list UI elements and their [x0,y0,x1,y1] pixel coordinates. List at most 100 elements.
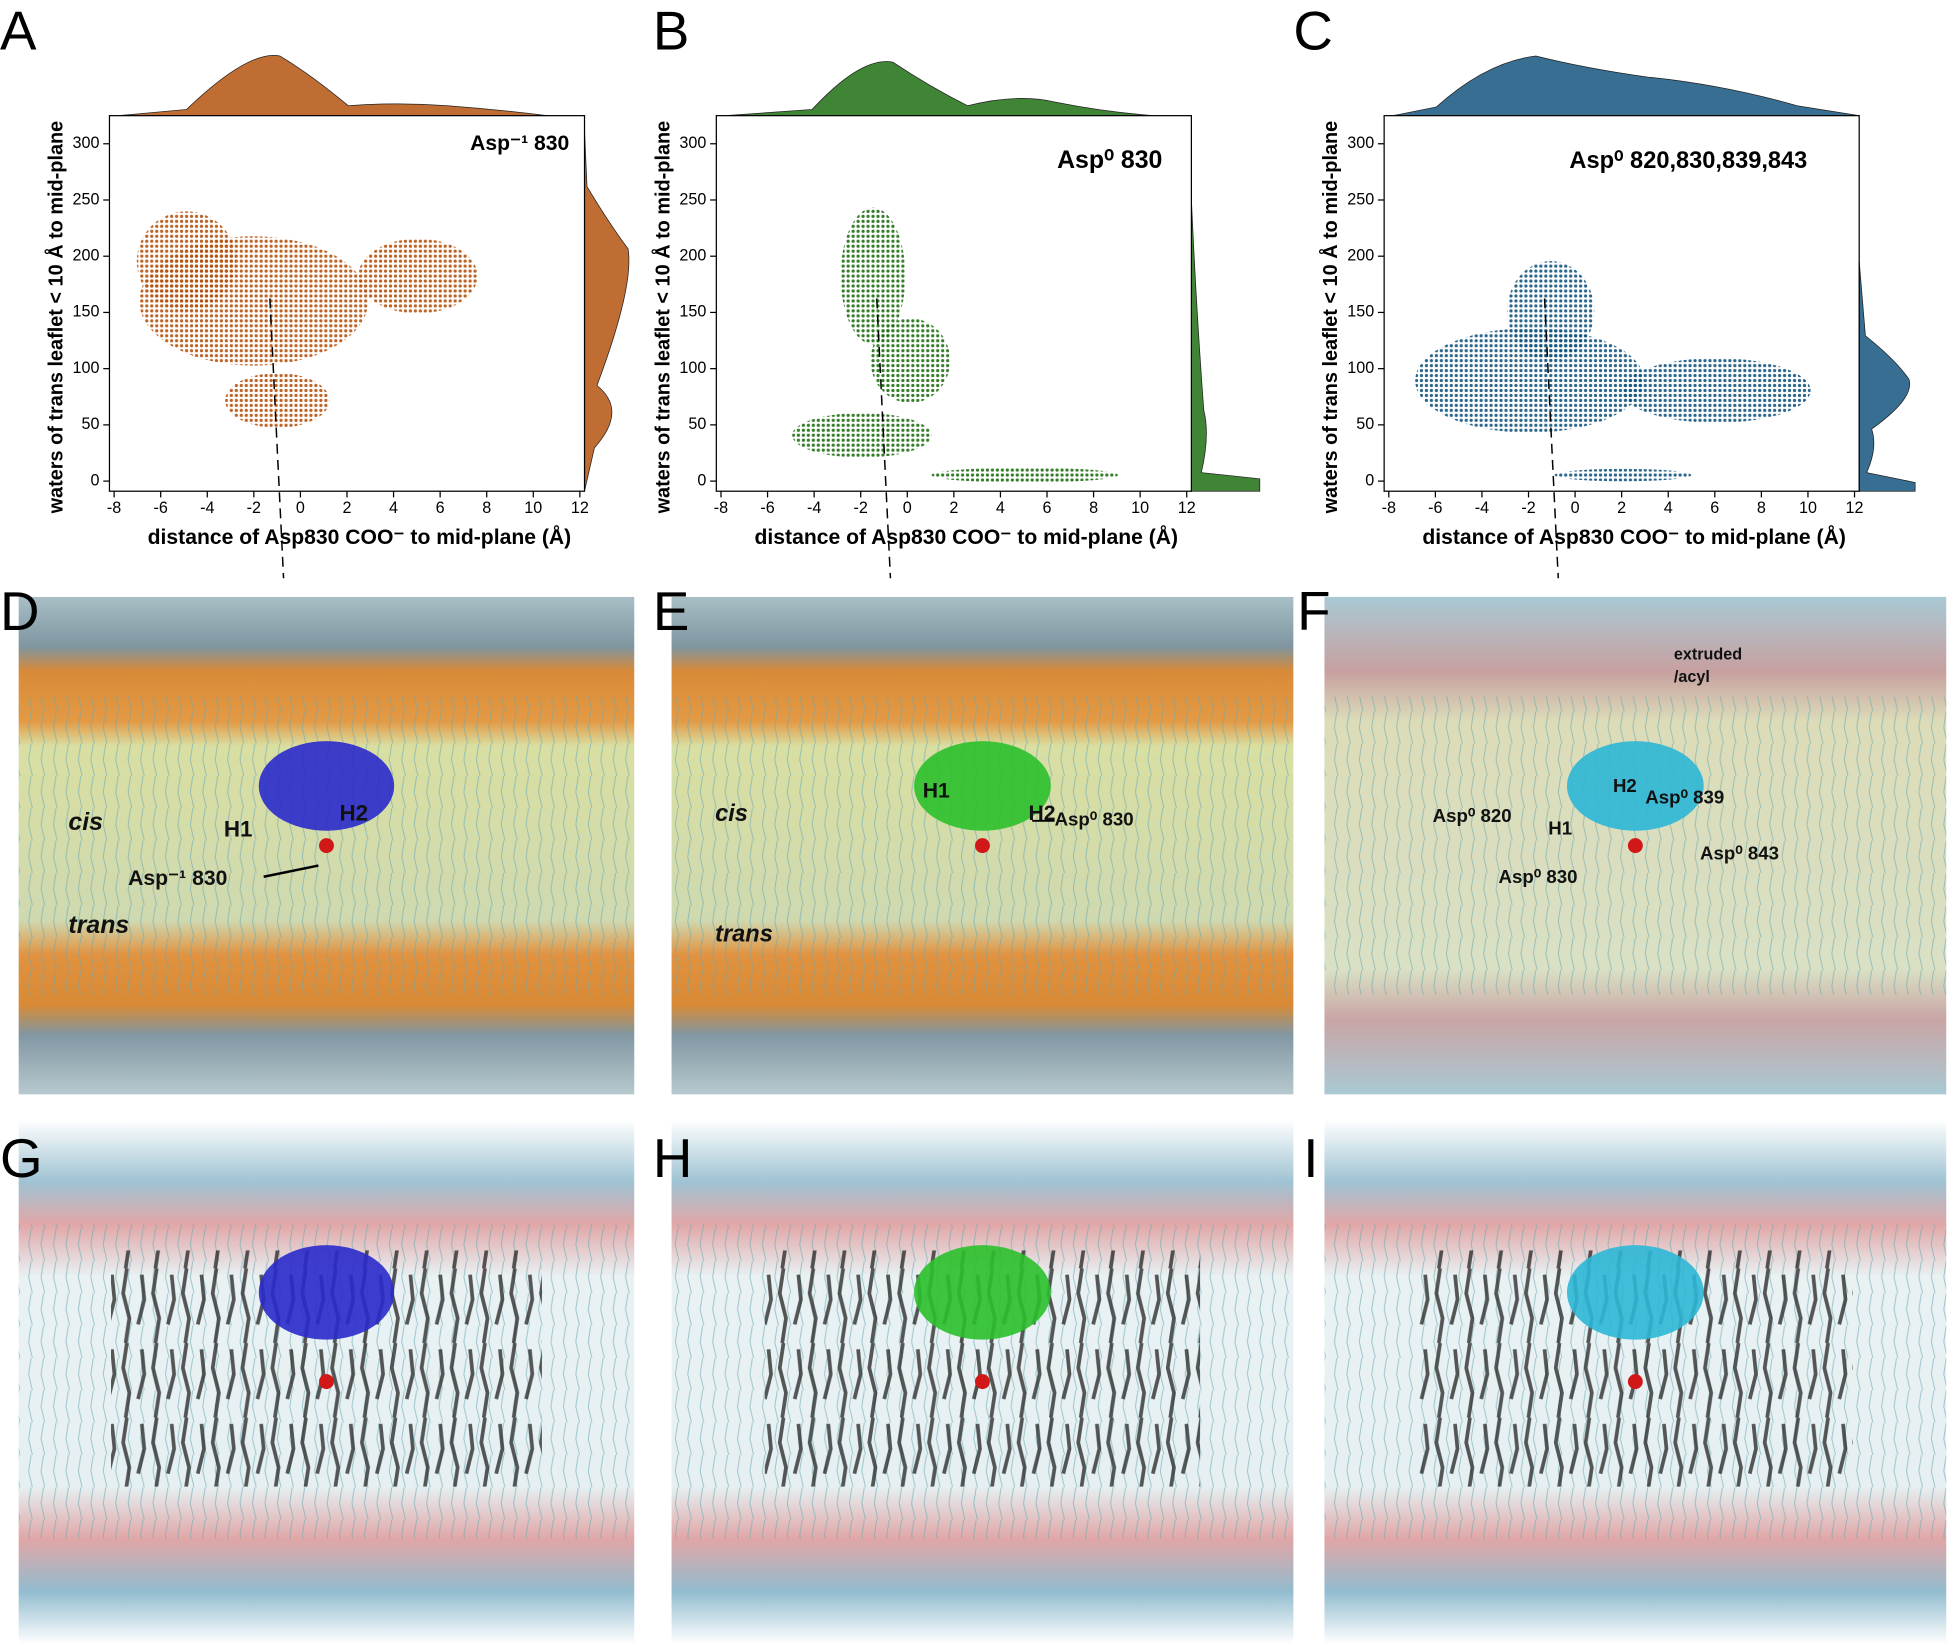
x-tick-label: -4 [1475,499,1489,517]
x-tick-label: 4 [389,499,398,517]
side-histogram [1858,261,1916,492]
x-tick-label: 4 [996,499,1005,517]
y-tick-label: 150 [73,303,100,321]
y-tick-label: 0 [697,471,706,489]
plot-title: Asp⁰ 820,830,839,843 [1569,148,1807,174]
y-tick-label: 250 [73,190,100,208]
image-label: /acyl [1674,668,1710,686]
side-histogram [1191,198,1261,492]
x-tick-label: 4 [1664,499,1673,517]
y-tick-label: 0 [1365,471,1374,489]
guide-line [269,298,285,579]
image-label: Asp⁰ 830 [1499,866,1578,887]
point-cloud [840,207,906,345]
protein [1566,741,1704,831]
x-tick-label: -8 [1382,499,1396,517]
panel-letter: E [653,580,690,642]
image-label: trans [715,921,773,947]
point-cloud [1415,328,1645,433]
image-label: H2 [1613,775,1637,796]
panel-letter: A [0,0,37,61]
plot-title: Asp⁻¹ 830 [470,132,569,155]
y-tick-label: 250 [1347,190,1374,208]
x-tick-label: 12 [571,499,589,517]
protein [914,1245,1051,1340]
image-label: cis [715,801,748,827]
scatter-panel: -8 -6 -4 -2 0 2 4 6 8 10 12 0 50 100 150 200 250 300 dista… [43,55,630,579]
y-axis-label: waters of trans leaflet < 10 Å to mid-pl… [43,121,67,515]
panel-letter: G [0,1127,43,1189]
y-tick-label: 250 [679,190,706,208]
x-tick-label: 12 [1846,499,1864,517]
x-tick-label: -2 [854,499,868,517]
asp-residue [975,1374,990,1390]
image-label: Asp⁰ 830 [1055,809,1134,830]
x-tick-label: 8 [482,499,491,517]
x-tick-label: 6 [1710,499,1719,517]
x-tick-label: -6 [760,499,774,517]
image-label: H2 [1028,802,1055,825]
x-axis-label: distance of Asp830 COO⁻ to mid-plane (Å) [755,525,1179,549]
image-label: Asp⁻¹ 830 [128,867,227,890]
x-tick-label: 10 [1799,499,1817,517]
image-label: H1 [923,780,950,803]
point-cloud [1621,358,1811,423]
panel-letter: H [653,1127,693,1189]
y-tick-label: 50 [1356,415,1374,433]
y-tick-label: 200 [73,246,100,264]
side-histogram [584,130,630,492]
y-tick-label: 200 [1347,246,1374,264]
scatter-panel: -8 -6 -4 -2 0 2 4 6 8 10 12 0 50 100 150 200 250 300 dista… [650,61,1261,579]
top-histogram [118,55,548,117]
x-tick-label: -4 [807,499,821,517]
y-tick-label: 150 [1347,303,1374,321]
guide-line [1543,298,1559,579]
y-axis-label: waters of trans leaflet < 10 Å to mid-pl… [650,121,674,515]
protein [258,741,395,831]
point-cloud [136,211,237,311]
y-tick-label: 300 [679,134,706,152]
y-tick-label: 100 [1347,359,1374,377]
x-tick-label: 0 [296,499,305,517]
point-cloud [1554,468,1692,482]
asp-residue [1627,1374,1643,1390]
point-cloud [1507,261,1595,361]
panel-letter: B [653,0,690,61]
x-axis-label: distance of Asp830 COO⁻ to mid-plane (Å) [1422,525,1846,549]
image-label: Asp⁰ 820 [1433,805,1512,826]
y-tick-label: 150 [679,303,706,321]
x-tick-label: -2 [1521,499,1535,517]
x-tick-label: -8 [714,499,728,517]
panel-letter: D [0,580,40,642]
image-label: H1 [1548,817,1572,838]
x-tick-label: -6 [154,499,168,517]
image-label: Asp⁰ 839 [1645,786,1724,807]
y-tick-label: 0 [91,471,100,489]
guide-line [876,298,892,579]
asp-residue [1627,838,1643,854]
y-tick-label: 300 [73,134,100,152]
x-tick-label: 6 [1043,499,1052,517]
point-cloud [792,412,932,458]
y-tick-label: 50 [688,415,706,433]
x-tick-label: -6 [1428,499,1442,517]
point-cloud [870,318,951,403]
x-tick-label: 2 [949,499,958,517]
image-label: trans [68,911,129,939]
image-label: H2 [340,800,369,825]
point-cloud [225,373,330,428]
image-label: H1 [224,817,253,842]
point-cloud [931,467,1119,483]
y-tick-label: 100 [73,359,100,377]
asp-residue [319,1374,334,1390]
asp-residue [319,838,334,854]
pointer-arrow [263,864,319,878]
protein [258,1245,395,1340]
panel-letter: I [1303,1127,1318,1189]
x-tick-label: -8 [107,499,121,517]
plot-title: Asp⁰ 830 [1057,146,1162,174]
image-label: extruded [1674,646,1742,664]
image-label: cis [68,808,103,836]
x-tick-label: 10 [524,499,542,517]
